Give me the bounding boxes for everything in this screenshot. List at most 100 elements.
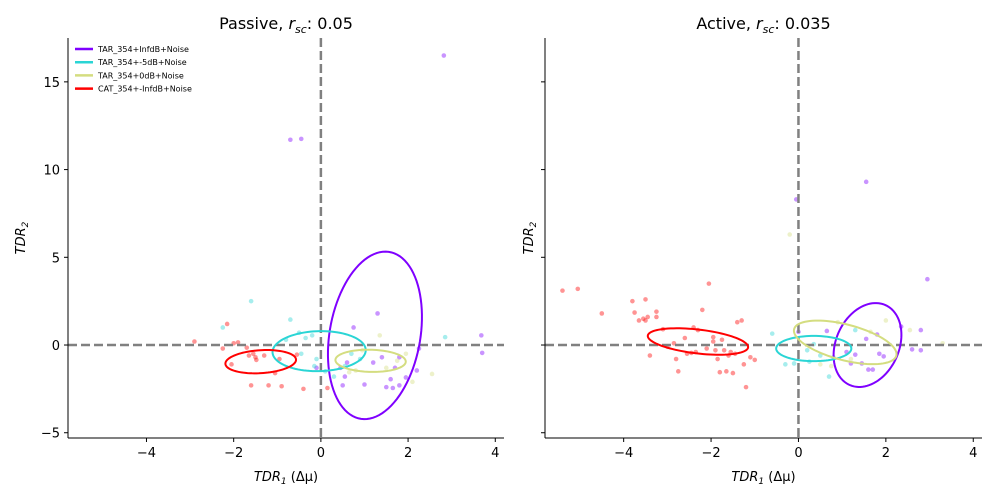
title-prefix: Active, [696, 14, 756, 33]
data-point-0 [379, 354, 385, 360]
x-tick-label: −2 [701, 446, 720, 461]
data-point-1 [309, 333, 315, 338]
data-point-3 [277, 356, 282, 362]
data-point-0 [863, 336, 869, 342]
data-point-3 [654, 309, 659, 314]
plot-area [68, 38, 504, 438]
data-point-1 [769, 331, 775, 336]
covariance-ellipse-1 [271, 330, 367, 373]
data-point-3 [645, 314, 650, 320]
title-prefix: Passive, [219, 14, 288, 33]
data-point-0 [925, 276, 930, 282]
data-point-3 [717, 369, 723, 375]
title-subscript: sc [763, 23, 775, 36]
data-point-3 [248, 383, 254, 388]
data-point-2 [883, 318, 889, 323]
data-point-0 [342, 374, 348, 379]
data-point-3 [229, 362, 234, 367]
data-point-1 [314, 356, 319, 362]
y-label-main: TDR [522, 227, 537, 254]
data-point-0 [479, 350, 485, 356]
title-r: r [288, 14, 296, 33]
data-point-3 [630, 298, 635, 304]
data-point-0 [881, 354, 886, 359]
data-point-0 [314, 365, 319, 371]
data-point-1 [804, 347, 810, 353]
data-point-2 [818, 362, 823, 367]
data-point-3 [710, 339, 716, 344]
data-point-1 [331, 374, 337, 379]
data-point-1 [826, 374, 832, 379]
legend-label: TAR_354+InfdB+Noise [97, 45, 189, 54]
data-point-3 [246, 353, 252, 358]
x-label-main: TDR [731, 470, 758, 485]
data-point-0 [351, 325, 356, 330]
data-point-3 [730, 370, 736, 376]
data-point-3 [220, 346, 226, 351]
data-point-2 [377, 333, 383, 338]
data-point-3 [724, 369, 729, 374]
title-subscript: sc [295, 23, 307, 36]
x-tick-label: −4 [137, 446, 156, 461]
x-tick-label: −2 [224, 446, 243, 461]
y-label-main: TDR [14, 227, 29, 254]
data-point-3 [710, 334, 716, 340]
data-point-1 [852, 327, 858, 333]
covariance-ellipse-3 [646, 327, 750, 356]
data-point-3 [575, 286, 581, 292]
data-point-3 [266, 383, 271, 388]
data-point-0 [340, 383, 345, 388]
y-tick-label: 15 [43, 76, 60, 91]
x-label-suffix: (Δμ) [764, 470, 795, 485]
y-tick-label: 0 [52, 339, 60, 354]
data-point-0 [403, 375, 409, 380]
covariance-ellipse-2 [792, 319, 898, 366]
data-point-3 [706, 281, 712, 286]
data-point-3 [643, 318, 648, 323]
data-point-3 [682, 335, 688, 341]
data-point-0 [383, 384, 389, 390]
data-point-3 [752, 357, 758, 363]
data-point-0 [370, 360, 376, 365]
x-tick-label: 2 [404, 446, 412, 461]
data-point-0 [866, 367, 871, 372]
data-point-2 [787, 232, 793, 237]
x-tick-label: 4 [969, 446, 977, 461]
data-point-1 [442, 334, 448, 340]
data-point-3 [748, 354, 753, 360]
data-point-3 [647, 353, 653, 358]
plot-area [545, 38, 982, 438]
data-point-3 [279, 383, 284, 389]
title-r: r [756, 14, 764, 33]
covariance-ellipse-0 [832, 302, 903, 388]
data-point-1 [303, 335, 308, 341]
data-point-1 [220, 325, 226, 330]
legend-label: TAR_354+0dB+Noise [97, 71, 184, 80]
data-point-0 [824, 328, 830, 334]
data-point-1 [783, 362, 788, 367]
data-point-1 [791, 361, 797, 366]
x-axis-label: TDR1 (Δμ) [254, 470, 318, 487]
data-point-2 [394, 358, 400, 364]
data-point-0 [414, 368, 420, 373]
x-label-sub: 1 [281, 477, 287, 487]
data-point-3 [704, 346, 709, 351]
data-point-2 [828, 363, 834, 369]
panel-title: Active, rsc: 0.035 [696, 14, 830, 36]
data-point-3 [654, 314, 659, 320]
data-point-3 [713, 347, 718, 353]
x-tick-label: −4 [614, 446, 633, 461]
data-point-3 [719, 337, 725, 343]
x-label-sub: 1 [758, 477, 764, 487]
data-point-3 [235, 340, 241, 345]
y-tick-label: −5 [41, 427, 60, 442]
data-point-2 [848, 356, 854, 362]
data-point-2 [410, 379, 415, 385]
data-point-0 [479, 333, 484, 338]
x-label-suffix: (Δμ) [287, 470, 318, 485]
data-point-0 [852, 352, 858, 357]
data-point-2 [403, 351, 409, 357]
data-point-3 [700, 307, 705, 313]
